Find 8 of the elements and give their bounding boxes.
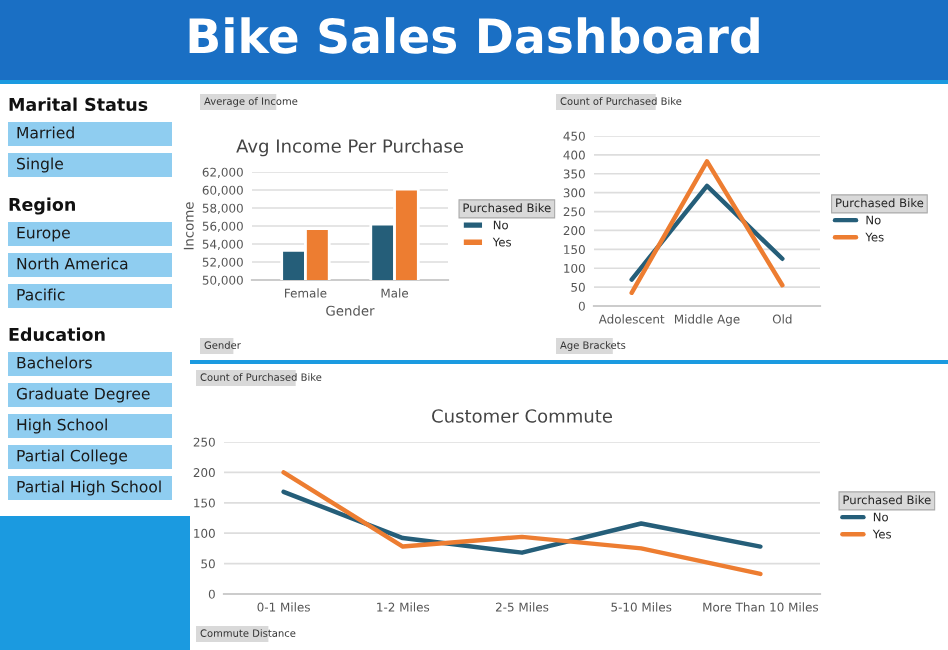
text: Education	[9, 327, 105, 342]
line-series	[281, 470, 763, 577]
chart-title: Avg Income Per Purchase	[236, 138, 463, 157]
line-series	[281, 489, 763, 555]
text: Bike Sales Dashboard	[189, 17, 759, 54]
chart-title: Customer Commute	[432, 409, 612, 423]
text: Marital Status	[9, 97, 148, 112]
text: Region	[9, 197, 75, 215]
